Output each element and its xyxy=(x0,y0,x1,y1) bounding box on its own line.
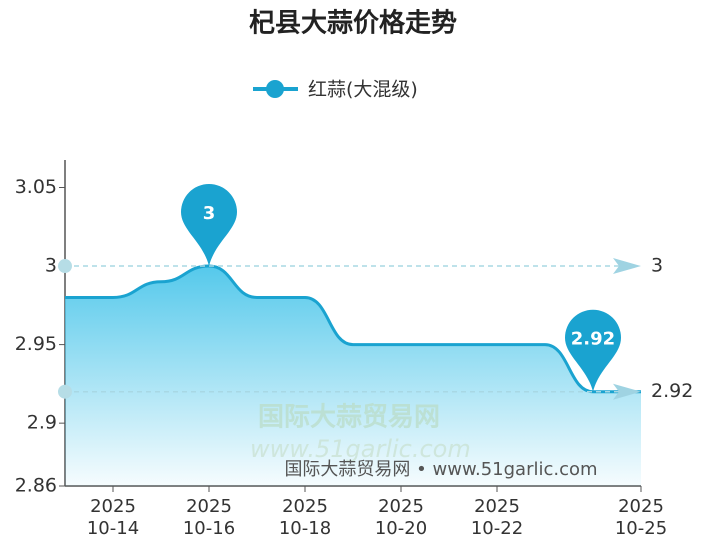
x-tick-label: 2025 10-20 xyxy=(374,496,428,539)
chart-title: 杞县大蒜价格走势 xyxy=(249,8,457,39)
watermark: www.51garlic.com xyxy=(250,435,471,463)
y-tick-label: 3.05 xyxy=(15,176,57,198)
mark-line-start xyxy=(58,384,72,399)
x-tick-label: 2025 10-25 xyxy=(614,496,668,539)
y-tick-label: 2.95 xyxy=(15,333,57,355)
mark-line-arrow xyxy=(613,383,641,400)
footer: 国际大蒜贸易网 • www.51garlic.com xyxy=(284,459,597,480)
mark-line-arrow xyxy=(613,258,641,275)
mark-pin-label: 3 xyxy=(203,203,216,224)
watermark: 国际大蒜贸易网 xyxy=(258,403,440,433)
area xyxy=(65,266,641,486)
x-tick-label: 2025 10-22 xyxy=(470,496,524,539)
mark-pin-label: 2.92 xyxy=(571,329,615,350)
legend-label: 红蒜(大混级) xyxy=(308,79,418,101)
y-tick-label: 2.86 xyxy=(15,475,57,497)
y-tick-label: 2.9 xyxy=(27,412,57,434)
mark-line-label: 2.92 xyxy=(651,380,693,402)
line xyxy=(65,264,641,394)
mark-line-start xyxy=(58,259,72,274)
x-tick-label: 2025 10-16 xyxy=(182,496,236,539)
mark-line-label: 3 xyxy=(651,255,663,277)
x-tick-label: 2025 10-18 xyxy=(278,496,332,539)
mark-pin xyxy=(181,184,237,267)
legend-marker xyxy=(266,80,284,98)
y-tick-label: 3 xyxy=(45,255,57,277)
x-tick-label: 2025 10-14 xyxy=(86,496,140,539)
mark-pin xyxy=(565,309,621,392)
